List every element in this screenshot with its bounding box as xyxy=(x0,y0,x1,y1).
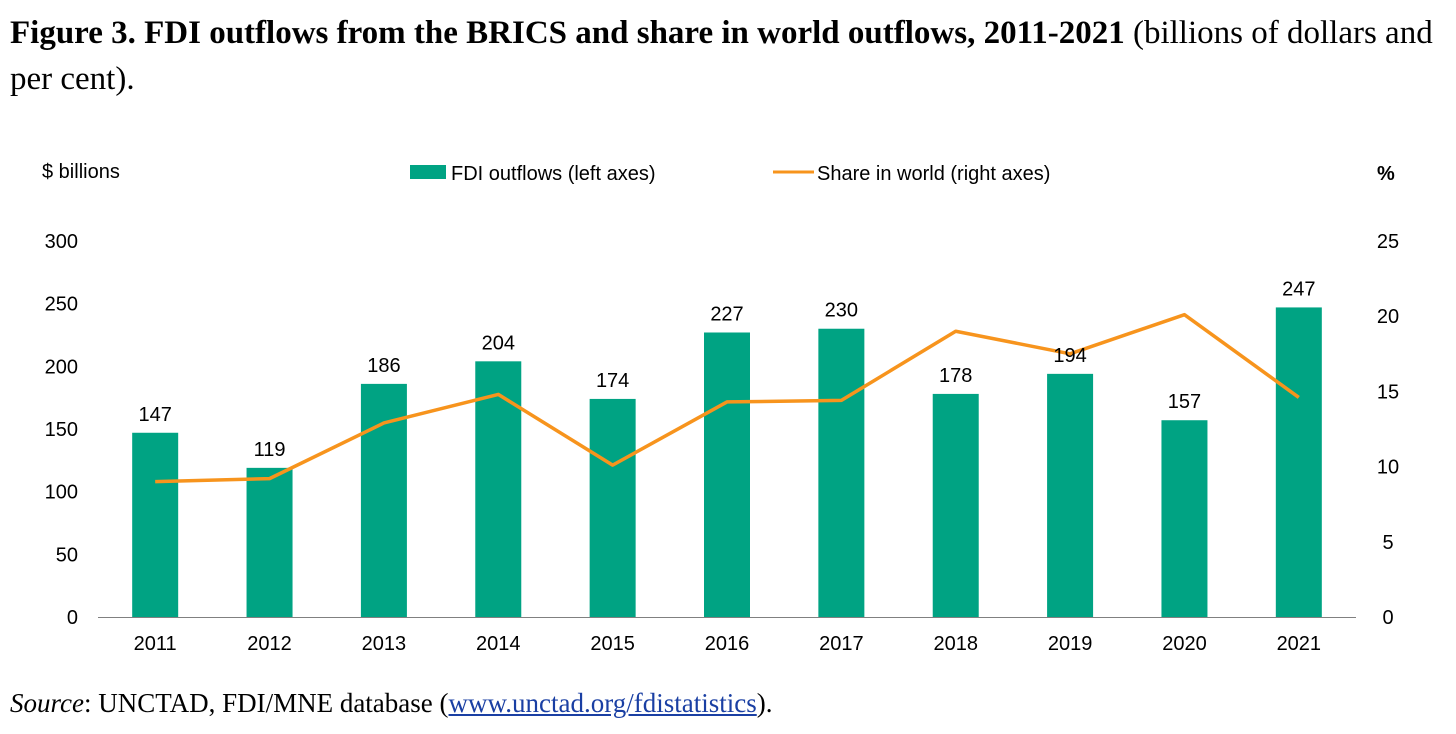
right-tick-label: 25 xyxy=(1377,231,1399,253)
right-axis-label: % xyxy=(1377,163,1395,185)
figure-title-bold: Figure 3. FDI outflows from the BRICS an… xyxy=(10,15,1125,51)
bar xyxy=(932,393,979,617)
bar xyxy=(818,328,865,617)
left-tick-label: 0 xyxy=(67,607,78,629)
bar-value-label: 186 xyxy=(367,355,400,377)
left-tick-label: 200 xyxy=(45,356,78,378)
right-tick-label: 0 xyxy=(1382,607,1393,629)
bar xyxy=(1275,307,1322,617)
bar xyxy=(589,398,636,617)
bar xyxy=(246,467,293,617)
share-line-series xyxy=(155,312,1300,484)
right-tick-label: 15 xyxy=(1377,381,1399,403)
figure-title-rest: (billions of dollars and per cent). xyxy=(10,15,1433,97)
left-tick-label: 50 xyxy=(56,544,78,566)
bar-value-label: 227 xyxy=(710,303,743,325)
source-label: Source xyxy=(10,688,84,718)
bar-value-label: 247 xyxy=(1282,278,1315,300)
figure-title: Figure 3. FDI outflows from the BRICS an… xyxy=(10,10,1450,102)
left-axis-ticks: 0 50 100 150 200 250 300 xyxy=(45,231,78,629)
source-end: ). xyxy=(756,688,773,718)
bar-value-label: 204 xyxy=(482,332,515,354)
left-axis-label: $ billions xyxy=(42,161,120,183)
legend-line-label: Share in world (right axes) xyxy=(817,163,1050,185)
right-tick-label: 5 xyxy=(1382,532,1393,554)
bar xyxy=(704,332,750,617)
right-tick-label: 20 xyxy=(1377,306,1399,328)
legend-bar-label: FDI outflows (left axes) xyxy=(451,163,656,185)
source-link[interactable]: www.unctad.org/fdistatistics xyxy=(448,688,757,718)
bar-value-label: 147 xyxy=(138,404,171,426)
x-tick-label: 2014 xyxy=(476,633,521,655)
right-axis-ticks: 0 5 10 15 20 25 xyxy=(1377,231,1399,629)
bar xyxy=(1047,373,1094,617)
x-tick-label: 2011 xyxy=(134,633,177,655)
x-axis-labels: 2011 2012 2013 2014 2015 2016 2017 2018 2019 2020… xyxy=(134,633,1321,655)
bar-value-label: 194 xyxy=(1053,345,1086,367)
left-tick-label: 250 xyxy=(45,294,78,316)
left-tick-label: 300 xyxy=(45,231,78,253)
x-tick-label: 2020 xyxy=(1162,633,1207,655)
x-tick-label: 2015 xyxy=(590,633,635,655)
legend-bar-swatch xyxy=(410,165,446,179)
x-tick-label: 2013 xyxy=(362,633,407,655)
source-note: Source: UNCTAD, FDI/MNE database (www.un… xyxy=(10,688,772,719)
right-tick-label: 10 xyxy=(1377,457,1399,479)
bar-data-labels: 147 119 186 204 174 227 230 178 194 157 247 xyxy=(138,278,1315,460)
bar-value-label: 178 xyxy=(939,365,972,387)
bar-value-label: 157 xyxy=(1168,391,1201,413)
bar-value-label: 174 xyxy=(596,370,629,392)
bar xyxy=(1161,420,1208,617)
x-tick-label: 2016 xyxy=(705,633,750,655)
x-tick-label: 2019 xyxy=(1048,633,1093,655)
x-tick-label: 2021 xyxy=(1277,633,1322,655)
bar-value-label: 119 xyxy=(254,439,286,461)
left-tick-label: 100 xyxy=(45,482,78,504)
source-text: : UNCTAD, FDI/MNE database ( xyxy=(83,688,449,718)
x-tick-label: 2012 xyxy=(247,633,292,655)
left-tick-label: 150 xyxy=(45,419,78,441)
bar-value-label: 230 xyxy=(825,300,858,322)
bar-series xyxy=(132,307,1322,617)
bar xyxy=(132,432,179,617)
x-tick-label: 2017 xyxy=(819,633,864,655)
x-tick-label: 2018 xyxy=(933,633,978,655)
